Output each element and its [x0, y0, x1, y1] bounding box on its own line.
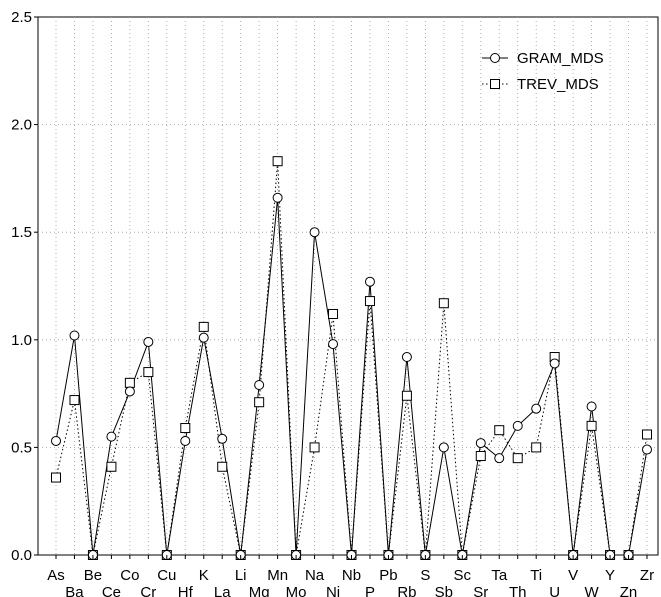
- x-tick-label: Rb: [397, 584, 416, 597]
- y-tick-label: 1.5: [11, 224, 32, 241]
- x-tick-label: Ce: [102, 584, 121, 597]
- legend-marker-gram: [490, 53, 500, 63]
- point-trev-sb: [438, 298, 449, 309]
- point-trev-mg: [254, 397, 265, 408]
- x-tick-label: Cu: [157, 567, 176, 584]
- x-tick-label: Sc: [454, 567, 472, 584]
- point-trev-ti: [531, 442, 542, 453]
- legend-label-trev: TREV_MDS: [517, 76, 599, 93]
- x-tick-label: Co: [120, 567, 139, 584]
- x-tick-label: Hf: [178, 584, 194, 597]
- x-tick-label: Mo: [286, 584, 307, 597]
- point-trev-as: [51, 472, 61, 483]
- grid-lines: [38, 17, 658, 555]
- x-tick-label: Be: [84, 567, 102, 584]
- x-tick-label: Mg: [249, 584, 270, 597]
- point-trev-hf: [180, 423, 191, 434]
- point-trev-mn: [272, 156, 283, 167]
- y-tick-label: 0.5: [11, 439, 32, 456]
- y-tick-label: 0.0: [11, 547, 32, 564]
- point-trev-cr: [143, 367, 154, 378]
- x-tick-label: P: [365, 584, 375, 597]
- y-tick-label: 2.5: [11, 9, 32, 26]
- point-gram-mg: [254, 379, 265, 390]
- x-tick-label: V: [568, 567, 578, 584]
- point-gram-u: [549, 358, 560, 369]
- point-gram-ni: [328, 339, 339, 350]
- point-gram-cr: [143, 336, 154, 347]
- x-tick-label: S: [420, 567, 430, 584]
- x-tick-label: Nb: [342, 567, 361, 584]
- x-tick-label: Na: [305, 567, 325, 584]
- x-tick-label: Zr: [640, 567, 654, 584]
- point-trev-rb: [401, 390, 412, 401]
- x-tick-label: Sr: [473, 584, 488, 597]
- x-axis: AsBaBeCeCoCrCuHfKLaLiMgMnMoNaNiNbPPbRbSS…: [47, 555, 654, 597]
- point-gram-hf: [180, 435, 191, 446]
- point-gram-la: [217, 433, 228, 444]
- x-tick-label: Ni: [326, 584, 340, 597]
- point-trev-la: [217, 461, 228, 472]
- point-gram-mn: [272, 192, 283, 203]
- legend: GRAM_MDS TREV_MDS: [482, 50, 604, 93]
- point-trev-ba: [69, 395, 80, 406]
- point-gram-na: [309, 227, 320, 238]
- x-tick-label: Pb: [379, 567, 397, 584]
- point-trev-sr: [475, 451, 486, 462]
- point-trev-ni: [328, 308, 339, 319]
- y-tick-label: 1.0: [11, 332, 32, 349]
- x-tick-label: Mn: [267, 567, 288, 584]
- x-tick-label: Zn: [620, 584, 638, 597]
- y-tick-label: 2.0: [11, 117, 32, 134]
- point-gram-th: [512, 420, 523, 431]
- point-gram-as: [51, 435, 61, 446]
- x-tick-label: Ba: [65, 584, 84, 597]
- point-gram-co: [124, 386, 135, 397]
- point-gram-rb: [401, 352, 412, 363]
- y-axis: 0.0 0.5 1.0 1.5 2.0 2.5: [11, 9, 38, 564]
- x-tick-label: U: [549, 584, 560, 597]
- x-tick-label: La: [214, 584, 231, 597]
- point-gram-sb: [438, 442, 449, 453]
- point-trev-w: [586, 420, 597, 431]
- point-gram-ce: [106, 431, 117, 442]
- x-tick-label: Ta: [491, 567, 508, 584]
- point-trev-k: [198, 321, 209, 332]
- x-tick-label: Th: [509, 584, 527, 597]
- point-trev-zr: [642, 429, 652, 440]
- x-tick-label: Ti: [530, 567, 542, 584]
- point-gram-ti: [531, 403, 542, 414]
- point-trev-na: [309, 442, 320, 453]
- point-gram-k: [198, 332, 209, 343]
- x-tick-label: K: [199, 567, 209, 584]
- point-trev-ce: [106, 461, 117, 472]
- x-tick-label: As: [47, 567, 65, 584]
- point-gram-w: [586, 401, 597, 412]
- point-trev-co: [124, 377, 135, 388]
- point-gram-p: [364, 276, 375, 287]
- point-gram-zr: [642, 444, 652, 455]
- x-tick-label: Li: [235, 567, 247, 584]
- point-gram-sr: [475, 438, 486, 449]
- x-tick-label: Y: [605, 567, 615, 584]
- point-trev-p: [364, 296, 375, 307]
- x-tick-label: W: [585, 584, 600, 597]
- x-tick-label: Sb: [435, 584, 453, 597]
- x-tick-label: Cr: [140, 584, 156, 597]
- legend-marker-trev: [490, 79, 500, 89]
- point-trev-ta: [494, 425, 505, 436]
- point-trev-th: [512, 453, 523, 464]
- legend-label-gram: GRAM_MDS: [517, 50, 604, 67]
- point-gram-ta: [494, 453, 505, 464]
- point-gram-ba: [69, 330, 80, 341]
